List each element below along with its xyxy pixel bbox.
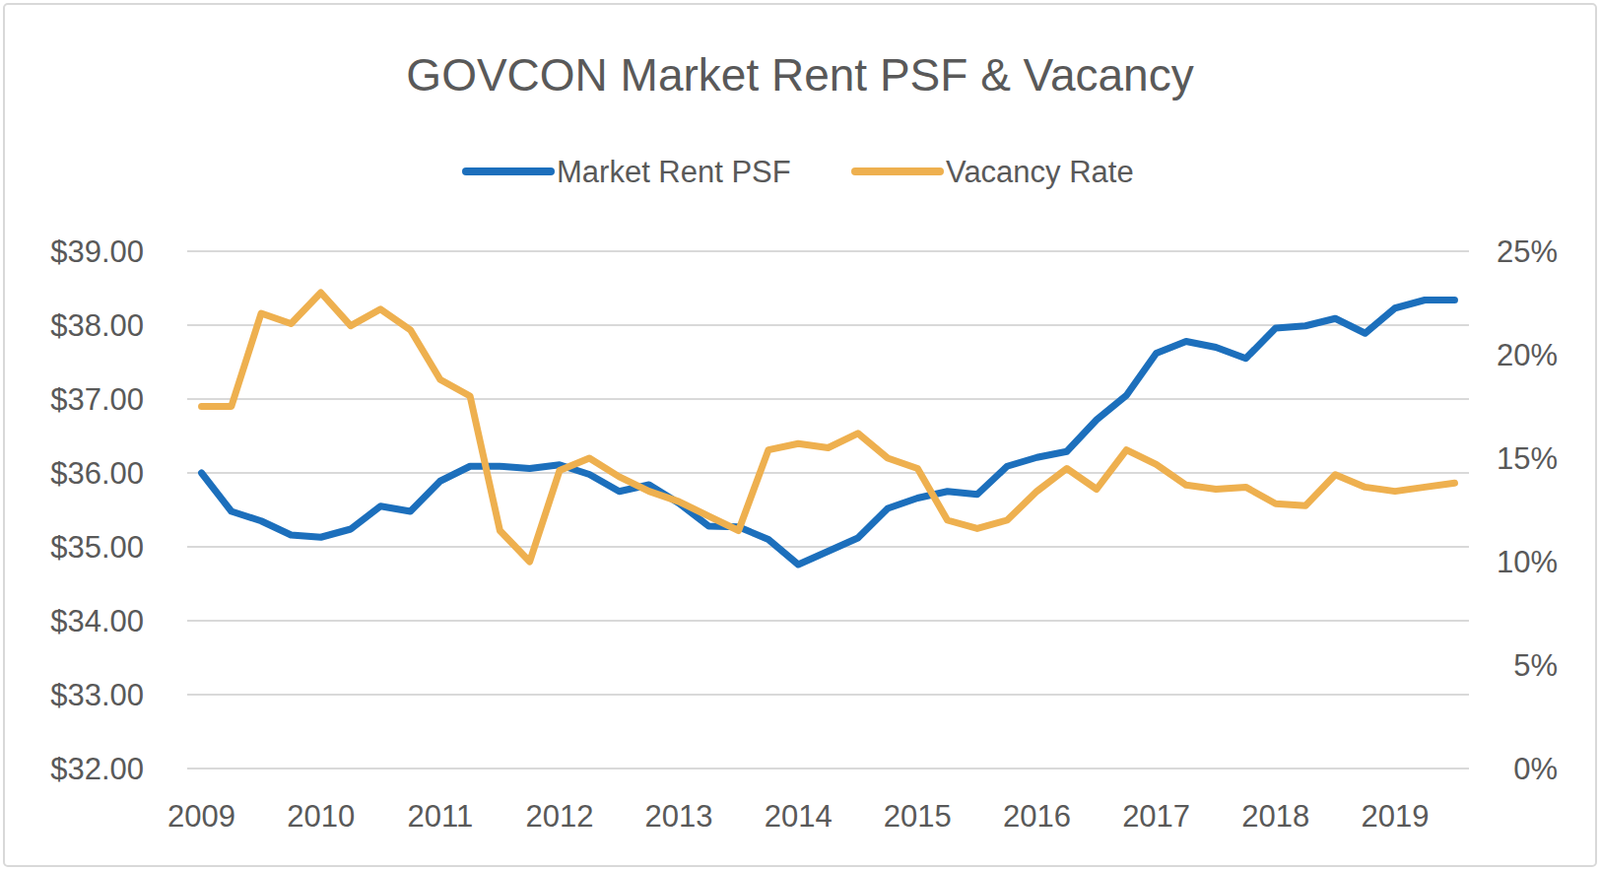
- legend-swatch: [466, 167, 551, 176]
- x-tick-label: 2013: [645, 799, 714, 834]
- legend-swatch: [855, 167, 940, 176]
- grid-line: [187, 693, 1469, 696]
- y2-tick-label: 20%: [1496, 337, 1558, 373]
- chart-frame: [3, 3, 1597, 867]
- x-tick-label: 2016: [1002, 799, 1071, 834]
- y-tick-label: $36.00: [50, 456, 144, 491]
- grid-line: [187, 619, 1469, 622]
- legend-label: Vacancy Rate: [945, 154, 1134, 190]
- y-tick-label: $38.00: [50, 308, 144, 343]
- grid-line: [187, 767, 1469, 770]
- grid-line: [187, 398, 1469, 400]
- x-tick-label: 2012: [525, 799, 594, 834]
- x-tick-label: 2010: [286, 799, 355, 834]
- x-tick-label: 2018: [1241, 799, 1310, 834]
- y2-tick-label: 25%: [1496, 234, 1558, 269]
- x-tick-label: 2009: [167, 799, 236, 834]
- y-tick-label: $33.00: [50, 677, 144, 713]
- x-tick-label: 2011: [406, 799, 473, 834]
- grid-line: [187, 250, 1469, 253]
- title: GOVCON Market Rent PSF & Vacancy: [405, 49, 1194, 101]
- y2-tick-label: 0%: [1513, 751, 1558, 787]
- y2-tick-label: 10%: [1496, 544, 1558, 580]
- y2-tick-label: 15%: [1496, 441, 1558, 476]
- y-tick-label: $32.00: [50, 751, 144, 787]
- y-tick-label: $37.00: [50, 382, 144, 417]
- x-axis-line: [187, 767, 1469, 770]
- y-tick-label: $34.00: [50, 603, 144, 639]
- legend-label: Market Rent PSF: [556, 154, 792, 190]
- x-tick-label: 2014: [764, 799, 833, 834]
- series-line: [201, 292, 1456, 562]
- grid-line: [187, 471, 1469, 474]
- series-group: [201, 292, 1456, 565]
- series-line: [201, 300, 1456, 566]
- x-tick-label: 2015: [883, 799, 952, 834]
- y-tick-label: $39.00: [50, 234, 144, 269]
- y2-tick-label: 5%: [1513, 648, 1558, 683]
- y-tick-label: $35.00: [50, 530, 144, 565]
- x-tick-label: 2017: [1122, 799, 1191, 834]
- chart: GOVCON Market Rent PSF & Vacancy $32.00 $3…: [0, 0, 1600, 870]
- x-tick-label: 2019: [1360, 799, 1429, 834]
